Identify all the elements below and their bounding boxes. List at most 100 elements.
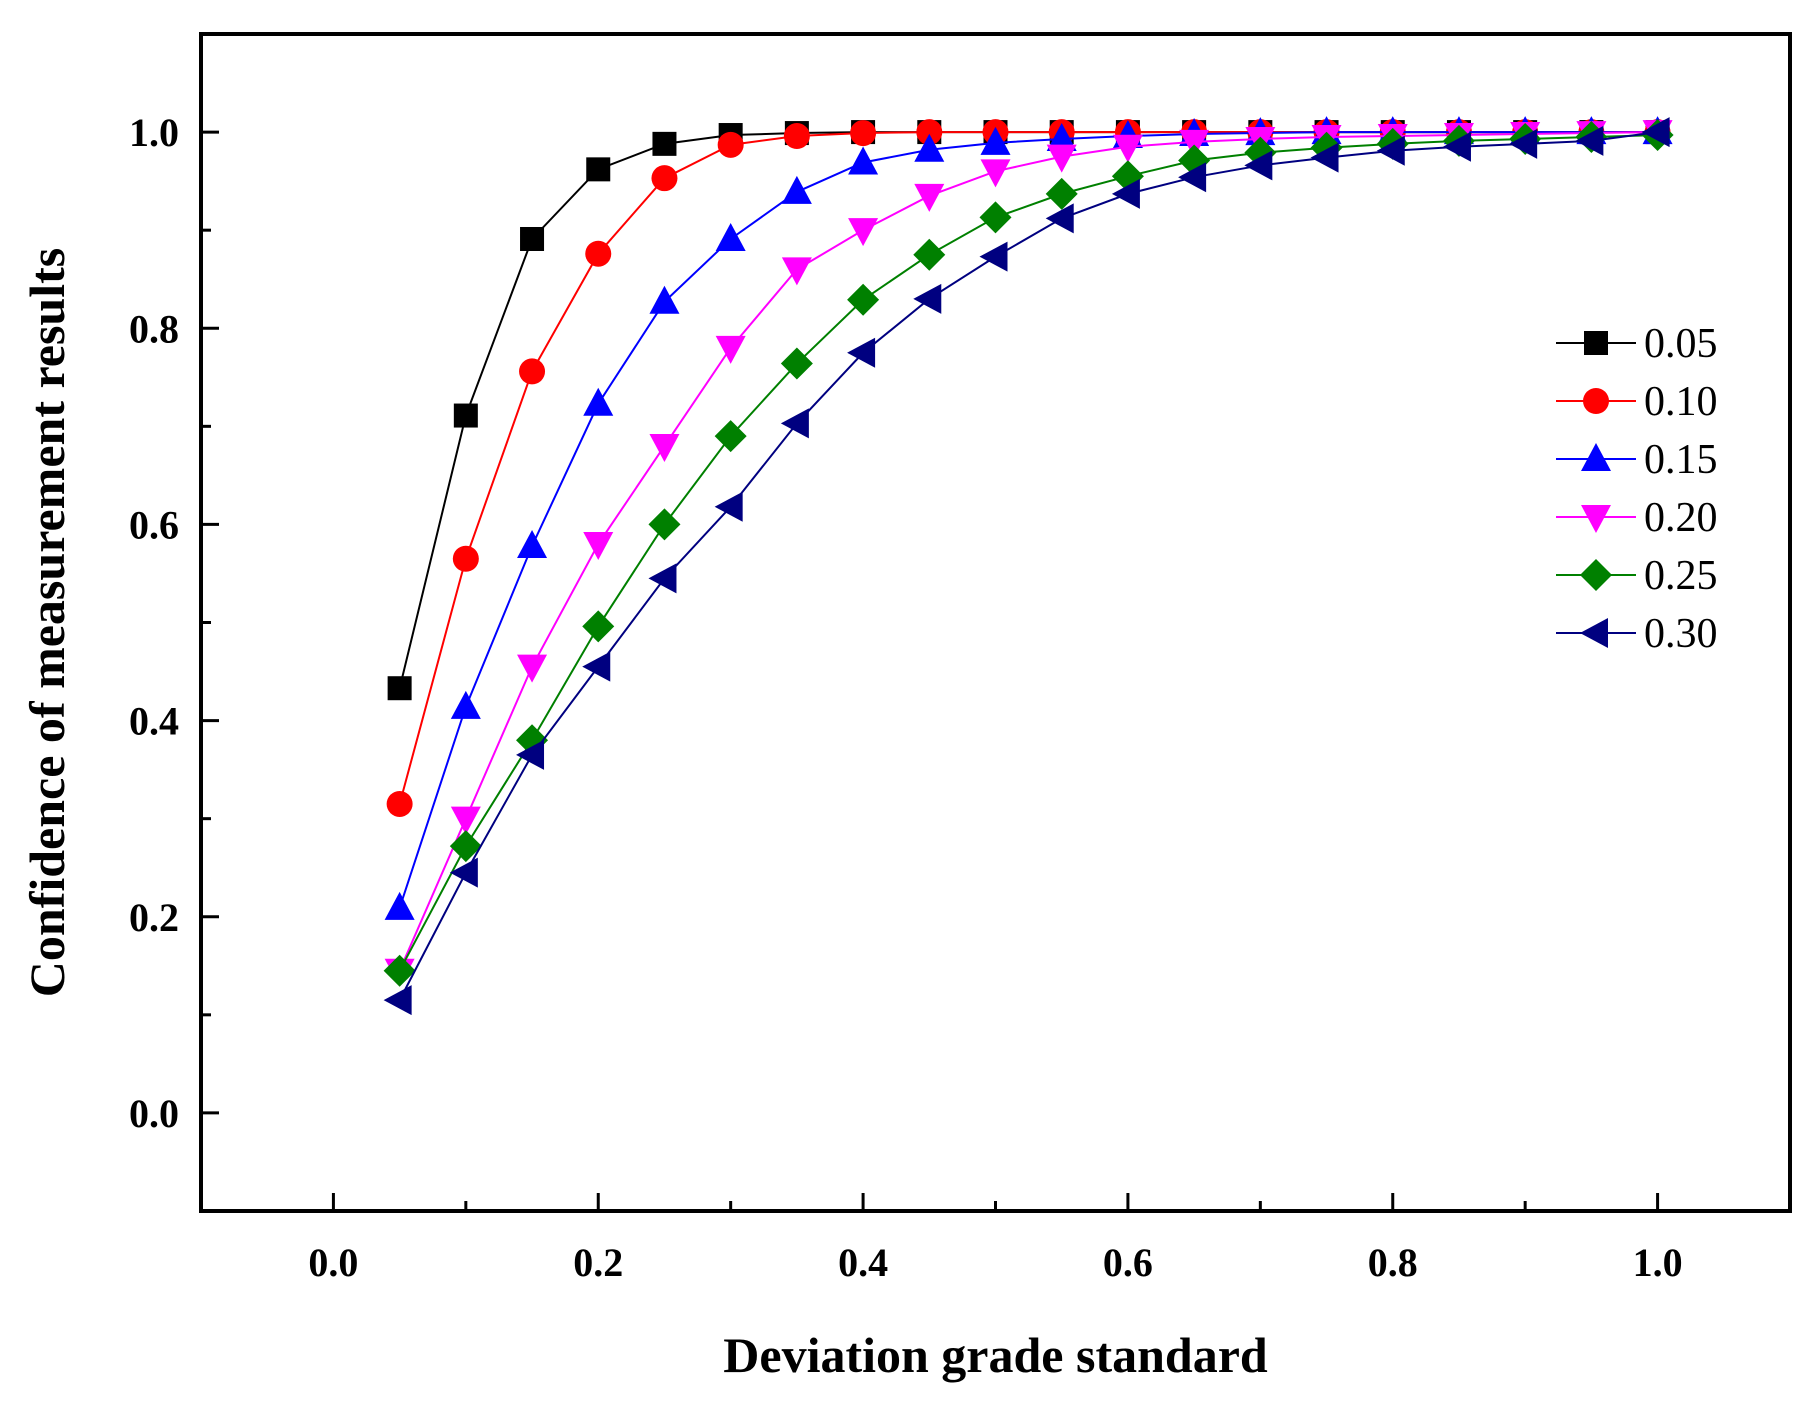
y-tick-label: 0.0 [129,1091,179,1136]
x-axis: 0.0 0.2 0.4 0.6 0.8 1.0 [308,1193,1792,1285]
data-point [1641,117,1670,148]
data-point [848,146,879,175]
data-point [715,335,746,364]
legend-item: 0.25 [1556,553,1718,599]
legend-item: 0.10 [1556,379,1718,425]
data-point [715,222,746,251]
data-point [583,387,614,416]
data-point [1244,150,1273,181]
data-point [848,218,879,247]
data-point [714,491,743,522]
series-0.25 [383,119,1674,987]
data-point [916,119,943,146]
legend-label: 0.10 [1644,379,1718,425]
data-point [1178,162,1207,193]
x-tick-label: 0.4 [838,1240,888,1285]
legend-label: 0.25 [1644,553,1718,599]
data-point [1575,125,1604,156]
data-point [914,183,945,212]
data-point [384,891,415,920]
data-point [979,201,1012,234]
data-point [649,433,680,462]
data-point [648,563,677,594]
legend-label: 0.15 [1644,437,1718,483]
data-point [979,241,1008,272]
data-point [847,283,880,316]
y-axis-title: Confidence of measurement results [19,248,75,997]
data-point [1509,128,1538,159]
x-tick-label: 0.0 [308,1240,358,1285]
x-tick-label: 1.0 [1633,1240,1683,1285]
data-point [520,226,545,251]
series-line [398,131,1658,805]
y-tick-label: 0.2 [129,895,179,940]
x-tick-label: 0.2 [573,1240,623,1285]
data-point [913,238,946,271]
legend-label: 0.20 [1644,495,1718,541]
data-point [980,159,1011,188]
series-0.10 [386,119,1671,817]
data-point [452,545,479,572]
data-point [780,408,809,439]
y-axis: 0.0 0.2 0.4 0.6 0.8 1.0 [129,32,219,1136]
data-point [648,508,681,541]
data-point [980,126,1011,155]
data-point [450,806,481,835]
data-point [449,830,482,863]
legend-marker [1581,505,1611,533]
legend-marker [1584,331,1608,355]
data-point [649,285,680,314]
data-point [1045,203,1074,234]
legend-item: 0.15 [1556,437,1718,483]
series-0.05 [387,120,1670,701]
data-point [1046,144,1077,173]
data-point [583,532,614,561]
data-point [383,985,412,1016]
data-point [780,347,813,380]
data-point [714,420,747,453]
data-point [387,676,412,701]
data-point [1310,142,1339,173]
legend-item: 0.30 [1556,611,1718,657]
data-point [386,790,413,817]
y-tick-label: 1.0 [129,110,179,155]
series-line [398,131,1658,972]
data-point [383,954,416,987]
legend-item: 0.20 [1556,495,1718,541]
data-point [1112,134,1143,163]
x-axis-title: Deviation grade standard [723,1327,1268,1383]
data-point [519,358,546,385]
data-point [585,240,612,267]
data-point [651,165,678,192]
series-0.20 [384,120,1673,987]
data-point [586,157,611,182]
x-tick-label: 0.6 [1103,1240,1153,1285]
data-point [781,175,812,204]
data-point [516,739,545,770]
data-point [517,654,548,683]
data-point [1046,122,1077,151]
data-point [582,651,611,682]
x-tick-label: 0.8 [1368,1240,1418,1285]
y-tick-label: 0.4 [129,699,179,744]
data-point [517,529,548,558]
series-0.30 [383,117,1670,1016]
data-point [453,403,478,428]
series-layer [383,116,1674,1016]
legend-label: 0.05 [1644,321,1718,367]
legend-label: 0.30 [1644,611,1718,657]
series-line [398,131,1658,1001]
data-point [1179,129,1210,158]
data-point [1442,131,1471,162]
data-point [450,690,481,719]
data-point [652,131,677,156]
y-tick-label: 0.8 [129,306,179,351]
data-point [847,337,876,368]
legend-marker [1580,618,1608,648]
data-point [1045,177,1078,210]
data-point [850,120,877,147]
data-point [1111,178,1140,209]
data-point [582,610,615,643]
data-point [783,123,810,150]
data-point [717,131,744,158]
